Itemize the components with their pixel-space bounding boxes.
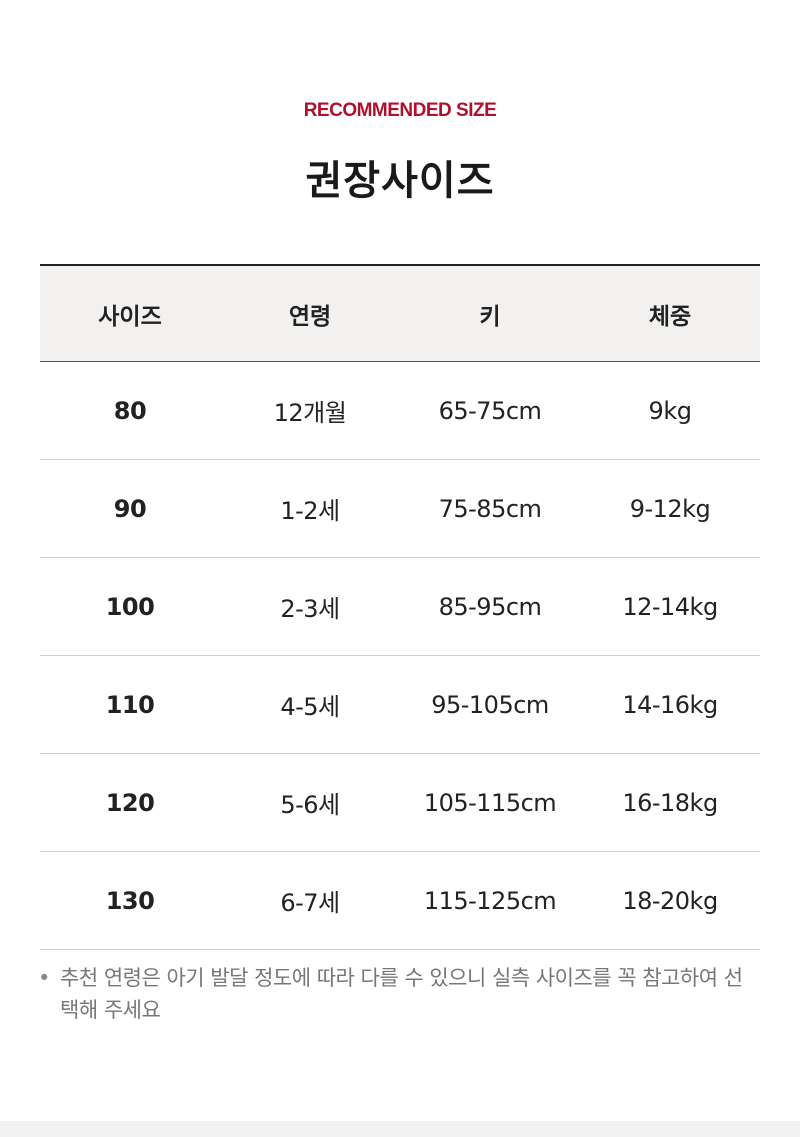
cell-height: 85-95cm (400, 557, 580, 656)
cell-height: 65-75cm (400, 361, 580, 460)
cell-size: 90 (40, 459, 220, 558)
cell-size: 110 (40, 655, 220, 754)
cell-weight: 18-20kg (580, 851, 760, 950)
column-header-age: 연령 (288, 303, 332, 330)
cell-age: 12개월 (220, 361, 400, 460)
size-table: 사이즈 연령 키 체중 80 12개월 65-75cm 9kg 90 1-2세 75-85c… (40, 264, 760, 950)
cell-height: 95-105cm (400, 655, 580, 754)
cell-weight: 9kg (580, 361, 760, 460)
cell-age: 2-3세 (220, 557, 400, 656)
table-row: 100 2-3세 85-95cm 12-14kg (40, 557, 760, 656)
cell-size: 100 (40, 557, 220, 656)
page-title: 권장사이즈 (305, 158, 495, 204)
cell-weight: 9-12kg (580, 459, 760, 558)
cell-weight: 14-16kg (580, 655, 760, 754)
cell-height: 115-125cm (400, 851, 580, 950)
column-header-weight: 체중 (648, 303, 692, 330)
table-row: 130 6-7세 115-125cm 18-20kg (40, 851, 760, 950)
column-header-size: 사이즈 (98, 303, 162, 330)
cell-weight: 16-18kg (580, 753, 760, 852)
size-note: • 추천 연령은 아기 발달 정도에 따라 다를 수 있으니 실측 사이즈를 꼭… (38, 962, 750, 1026)
cell-age: 4-5세 (220, 655, 400, 754)
cell-height: 105-115cm (400, 753, 580, 852)
cell-height: 75-85cm (400, 459, 580, 558)
cell-age: 1-2세 (220, 459, 400, 558)
cell-size: 80 (40, 361, 220, 460)
table-row: 90 1-2세 75-85cm 9-12kg (40, 459, 760, 558)
table-row: 80 12개월 65-75cm 9kg (40, 361, 760, 460)
cell-size: 130 (40, 851, 220, 950)
footer-band (0, 1121, 800, 1137)
table-header-row: 사이즈 연령 키 체중 (40, 265, 760, 362)
cell-age: 6-7세 (220, 851, 400, 950)
cell-age: 5-6세 (220, 753, 400, 852)
cell-weight: 12-14kg (580, 557, 760, 656)
column-header-height: 키 (479, 303, 501, 330)
note-text: 추천 연령은 아기 발달 정도에 따라 다를 수 있으니 실측 사이즈를 꼭 참… (60, 966, 743, 1022)
section-eyebrow: RECOMMENDED SIZE (303, 100, 497, 121)
table-row: 110 4-5세 95-105cm 14-16kg (40, 655, 760, 754)
table-row: 120 5-6세 105-115cm 16-18kg (40, 753, 760, 852)
bullet-icon: • (38, 966, 50, 990)
cell-size: 120 (40, 753, 220, 852)
